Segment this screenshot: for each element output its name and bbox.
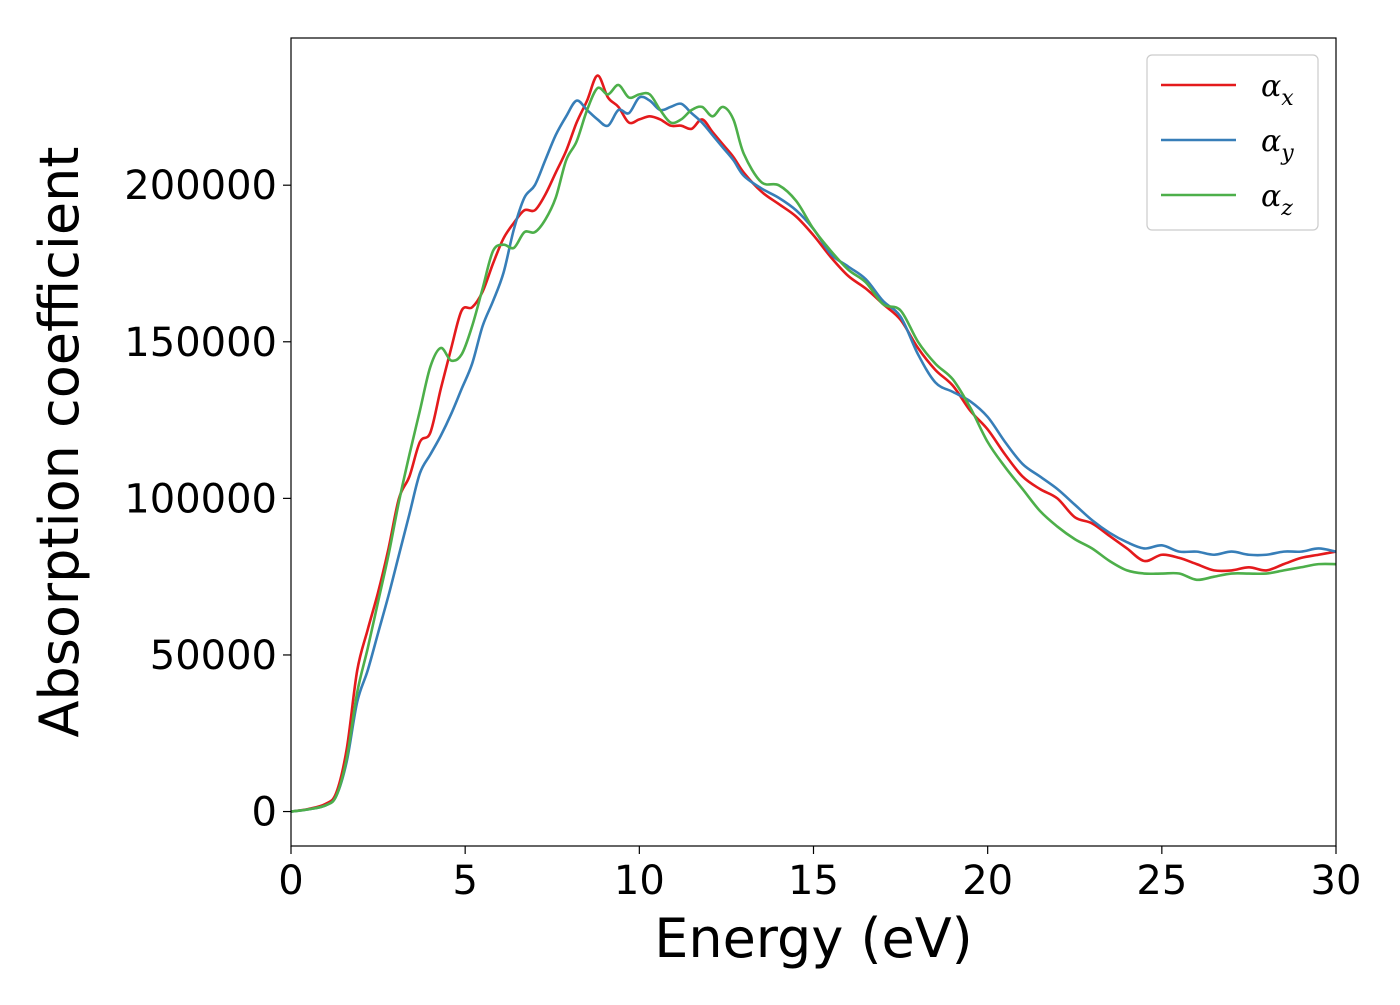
series-line-y [290,95,1337,813]
x-tick-label: 15 [788,858,839,904]
y-tick-label: 0 [252,790,277,836]
y-tick-label: 50000 [150,633,277,679]
y-tick-label: 150000 [124,320,277,366]
legend-box [1146,54,1319,231]
legend-label-base: α [1261,179,1281,214]
x-tick-label: 30 [1311,858,1362,904]
series-line-x [290,74,1337,813]
legend-label-base: α [1261,124,1281,159]
y-tick-label: 100000 [124,476,277,522]
series-layer [290,74,1337,813]
legend-label-x: αx [1261,69,1294,111]
legend-label-y: αy [1261,124,1294,166]
legend-label-base: α [1261,69,1281,104]
x-tick-label: 20 [962,858,1013,904]
series-line-z [290,83,1337,813]
legend-label-subscript: z [1280,196,1293,221]
axes-layer: 0 5 10 15 20 25 30 0 50000 100000 150000 200000 [124,37,1362,904]
y-axis-title: Absorption coefficient [28,147,91,738]
x-tick-label: 25 [1136,858,1187,904]
legend-label-subscript: y [1280,141,1294,166]
x-tick-label: 10 [614,858,665,904]
legend-label-z: αz [1261,179,1293,221]
x-axis-title: Energy (eV) [654,907,973,970]
legend-label-subscript: x [1281,86,1294,111]
x-tick-label: 5 [452,858,477,904]
x-tick-label: 0 [278,858,303,904]
y-tick-label: 200000 [124,163,277,209]
